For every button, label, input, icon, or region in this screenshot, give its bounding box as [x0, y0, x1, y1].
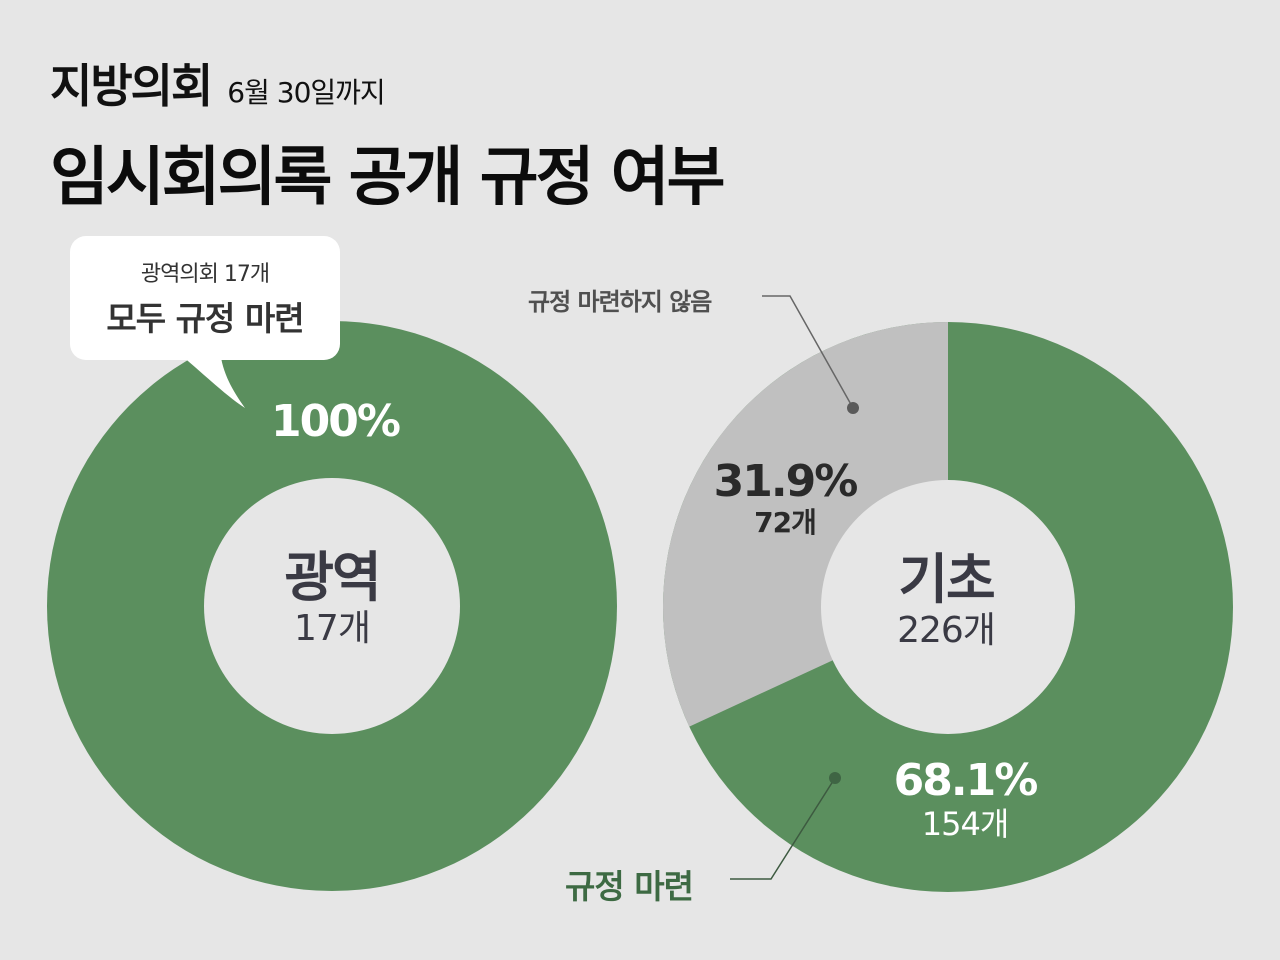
left-center-label: 광역 17개: [212, 548, 452, 651]
bubble-tail: [175, 350, 245, 408]
left-center-count: 17개: [294, 608, 371, 650]
right-donut: [662, 322, 1233, 892]
page-title: 임시회의록 공개 규정 여부: [50, 141, 726, 215]
left-pct-label: 100%: [225, 396, 445, 447]
subject-title: 지방의회: [50, 59, 213, 113]
callout-established: 규정 마련: [565, 867, 694, 906]
callout-not-established: 규정 마련하지 않음: [528, 288, 712, 316]
right-gray-count: 72개: [754, 506, 817, 540]
right-green-label: 68.1% 154개: [855, 755, 1075, 844]
callout-green-line: [730, 772, 841, 880]
right-center-count: 226개: [897, 610, 996, 652]
right-gray-pct: 31.9%: [713, 456, 859, 507]
annotation-bubble: 광역의회 17개 모두 규정 마련: [70, 236, 340, 360]
right-green-pct: 68.1%: [893, 755, 1039, 806]
left-center-title: 광역: [284, 546, 381, 609]
title-header: 지방의회 6월 30일까지: [50, 50, 386, 116]
date-note: 6월 30일까지: [227, 76, 385, 109]
left-donut: [47, 321, 617, 891]
left-pct-value: 100%: [271, 396, 401, 447]
right-green-count: 154개: [921, 805, 1010, 844]
callout-gray-line: [762, 295, 859, 414]
right-center-title: 기초: [898, 548, 995, 611]
right-donut-hole: [821, 480, 1075, 734]
right-center-label: 기초 226개: [826, 550, 1066, 653]
left-donut-hole: [204, 478, 460, 734]
right-gray-label: 31.9% 72개: [675, 456, 895, 540]
bubble-line2: 모두 규정 마련: [106, 299, 304, 338]
bubble-line1: 광역의회 17개: [140, 262, 270, 287]
